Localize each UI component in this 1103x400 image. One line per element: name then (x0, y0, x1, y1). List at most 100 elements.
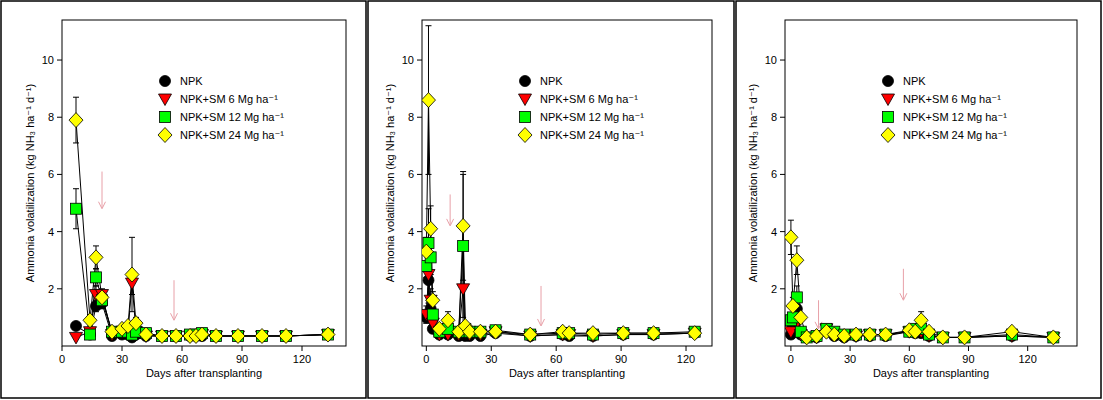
legend-label: NPK+SM 6 Mg ha⁻¹ (903, 93, 1001, 105)
x-tick-label: 60 (550, 353, 562, 365)
x-tick (122, 346, 123, 351)
x-axis-label: Days after transplanting (873, 367, 989, 379)
marker-diamond (231, 328, 245, 343)
marker-diamond (786, 298, 800, 313)
arrow (447, 194, 454, 225)
y-tick-label: 8 (408, 111, 414, 123)
y-tick-label: 4 (771, 226, 777, 238)
panel-border (368, 1, 734, 398)
legend-marker (158, 128, 172, 143)
marker-diamond (426, 293, 440, 308)
error-bar-line (794, 245, 800, 246)
legend: NPKNPK+SM 6 Mg ha⁻¹NPK+SM 12 Mg ha⁻¹NPK+… (518, 75, 644, 143)
plot-frame (62, 20, 346, 346)
marker-diamond (441, 313, 455, 328)
legend-marker (519, 94, 532, 106)
y-tick (57, 117, 62, 118)
marker-square (91, 272, 102, 283)
marker-diamond (790, 253, 804, 268)
series-line (76, 209, 328, 336)
marker-square (71, 203, 82, 214)
y-tick (417, 288, 422, 289)
x-tick-label: 30 (116, 353, 128, 365)
panel-border (1, 1, 366, 398)
x-tick (491, 346, 492, 351)
marker-diamond (69, 113, 83, 128)
arrow-shaft (450, 194, 451, 224)
plot-area (69, 97, 335, 344)
marker-diamond (83, 313, 97, 328)
marker-diamond (169, 328, 183, 343)
marker-diamond (1046, 330, 1060, 345)
error-bar-line (425, 25, 431, 26)
legend-marker (881, 128, 895, 143)
marker-triangle (457, 284, 470, 296)
y-tick (780, 117, 785, 118)
y-tick (780, 231, 785, 232)
legend-marker (520, 112, 531, 123)
error-bar-line (445, 311, 451, 312)
marker-diamond (785, 230, 798, 245)
arrow (900, 269, 907, 300)
marker-triangle (70, 332, 83, 344)
legend-label: NPK+SM 12 Mg ha⁻¹ (540, 111, 644, 123)
marker-diamond (279, 328, 293, 343)
arrow-head (538, 319, 545, 326)
series-line (791, 237, 1053, 337)
y-tick-label: 2 (48, 283, 54, 295)
legend-label: NPK+SM 24 Mg ha⁻¹ (540, 129, 644, 141)
arrow (99, 172, 106, 209)
legend-marker (883, 112, 894, 123)
legend-marker (883, 76, 894, 87)
arrow-shaft (541, 286, 542, 325)
marker-circle (85, 329, 96, 340)
arrow-shaft (174, 280, 175, 319)
x-tick-label: 30 (844, 353, 856, 365)
marker-diamond (837, 328, 851, 343)
plot-frame (785, 20, 1077, 346)
legend-label: NPK+SM 12 Mg ha⁻¹ (903, 111, 1007, 123)
x-tick-label: 120 (1018, 353, 1036, 365)
marker-diamond (794, 310, 808, 325)
marker-diamond (647, 326, 661, 341)
legend-marker (520, 76, 531, 87)
legend-label: NPK+SM 12 Mg ha⁻¹ (180, 111, 284, 123)
plot-area (785, 220, 1060, 345)
marker-diamond (586, 326, 600, 341)
y-tick (57, 174, 62, 175)
x-tick-label: 120 (293, 353, 311, 365)
x-tick (968, 346, 969, 351)
y-tick (57, 60, 62, 61)
marker-diamond (95, 290, 109, 305)
legend-label: NPK+SM 24 Mg ha⁻¹ (903, 129, 1007, 141)
error-bar-line (794, 274, 800, 275)
legend-label: NPK+SM 6 Mg ha⁻¹ (180, 93, 278, 105)
legend-marker (160, 76, 171, 87)
arrow-head (171, 313, 178, 320)
x-tick (242, 346, 243, 351)
x-tick-label: 120 (677, 353, 695, 365)
marker-diamond (616, 326, 630, 341)
x-tick (556, 346, 557, 351)
marker-diamond (424, 221, 438, 236)
legend: NPK NPK+SM 6 Mg ha⁻¹ NPK+SM 12 Mg ha⁻¹ NPK+… (881, 75, 1007, 143)
y-tick-label: 8 (48, 111, 54, 123)
marker-diamond (879, 327, 893, 342)
legend-label: NPK (903, 75, 926, 87)
y-tick-label: 2 (771, 283, 777, 295)
marker-diamond (936, 330, 950, 345)
marker-diamond (863, 327, 877, 342)
arrow (538, 286, 545, 326)
y-tick (780, 174, 785, 175)
legend-label: NPK+SM 6 Mg ha⁻¹ (540, 93, 638, 105)
marker-diamond (473, 324, 487, 339)
marker-diamond (255, 328, 269, 343)
error-bar-line (425, 174, 431, 175)
marker-square (427, 309, 438, 320)
marker-diamond (125, 267, 139, 282)
marker-diamond (209, 328, 223, 343)
y-tick-label: 10 (765, 54, 777, 66)
marker-diamond (456, 218, 470, 233)
x-tick (850, 346, 851, 351)
marker-diamond (321, 327, 335, 342)
